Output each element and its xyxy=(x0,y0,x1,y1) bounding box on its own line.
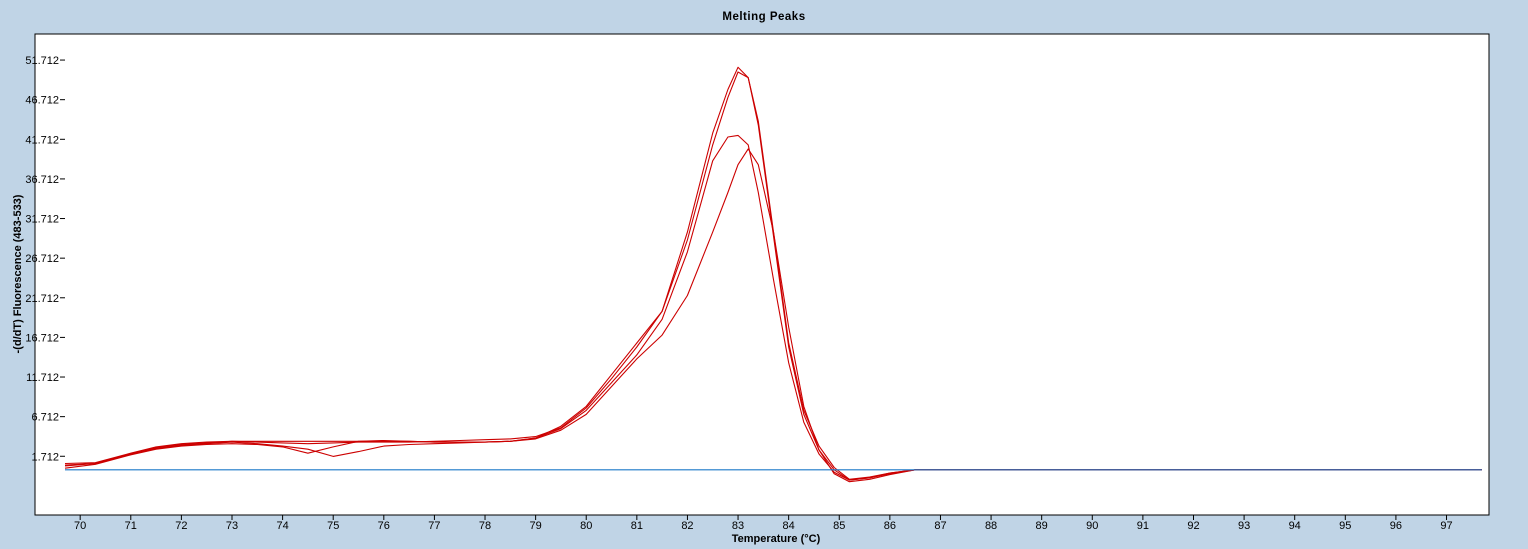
x-tick-label: 95 xyxy=(1339,520,1351,532)
x-tick-label: 71 xyxy=(125,520,137,532)
x-tick-label: 74 xyxy=(276,520,288,532)
y-tick-label: 1.712 xyxy=(31,451,59,463)
x-tick-label: 92 xyxy=(1187,520,1199,532)
x-tick-label: 90 xyxy=(1086,520,1098,532)
series-line-2 xyxy=(64,148,1482,483)
x-tick-label: 79 xyxy=(530,520,542,532)
x-tick-label: 94 xyxy=(1289,520,1301,532)
x-tick-label: 97 xyxy=(1440,520,1452,532)
chart-title: Melting Peaks xyxy=(722,11,806,23)
x-tick-label: 96 xyxy=(1390,520,1402,532)
x-tick-label: 93 xyxy=(1238,520,1250,532)
x-tick-label: 72 xyxy=(175,520,187,532)
x-axis-ticks: 70 71 72 73 74 75 76 77 78 79 80 81 82 83 84 85 86 87 88 89… xyxy=(74,515,1453,532)
y-tick-label: 26.712 xyxy=(25,253,59,265)
x-tick-label: 91 xyxy=(1137,520,1149,532)
x-tick-label: 88 xyxy=(985,520,997,532)
x-tick-label: 82 xyxy=(681,520,693,532)
y-tick-label: 21.712 xyxy=(25,293,59,305)
x-tick-label: 85 xyxy=(833,520,845,532)
x-tick-label: 83 xyxy=(732,520,744,532)
x-tick-label: 73 xyxy=(226,520,238,532)
y-axis-title: -(d/dT) Fluorescence (483-533) xyxy=(12,194,24,353)
y-tick-label: 6.712 xyxy=(31,412,59,424)
y-axis-ticks: 1.712 6.712 11.712 16.712 21.712 26.712 31.712… xyxy=(25,55,65,463)
x-tick-label: 78 xyxy=(479,520,491,532)
plot-area xyxy=(34,33,1490,516)
series-line-4 xyxy=(64,71,1482,480)
y-tick-label: 51.712 xyxy=(25,55,59,67)
x-tick-label: 76 xyxy=(378,520,390,532)
x-tick-label: 87 xyxy=(934,520,946,532)
x-tick-label: 70 xyxy=(74,520,86,532)
x-tick-label: 77 xyxy=(428,520,440,532)
y-tick-label: 36.712 xyxy=(25,174,59,186)
x-tick-label: 80 xyxy=(580,520,592,532)
y-tick-label: 31.712 xyxy=(25,214,59,226)
x-tick-label: 86 xyxy=(884,520,896,532)
x-tick-label: 81 xyxy=(631,520,643,532)
y-tick-label: 46.712 xyxy=(25,95,59,107)
y-tick-label: 41.712 xyxy=(25,134,59,146)
x-axis-title: Temperature (°C) xyxy=(732,533,821,545)
series-layer xyxy=(64,66,1482,483)
y-tick-label: 16.712 xyxy=(25,332,59,344)
x-tick-label: 75 xyxy=(327,520,339,532)
x-tick-label: 84 xyxy=(783,520,795,532)
y-tick-label: 11.712 xyxy=(26,372,59,384)
x-tick-label: 89 xyxy=(1036,520,1048,532)
